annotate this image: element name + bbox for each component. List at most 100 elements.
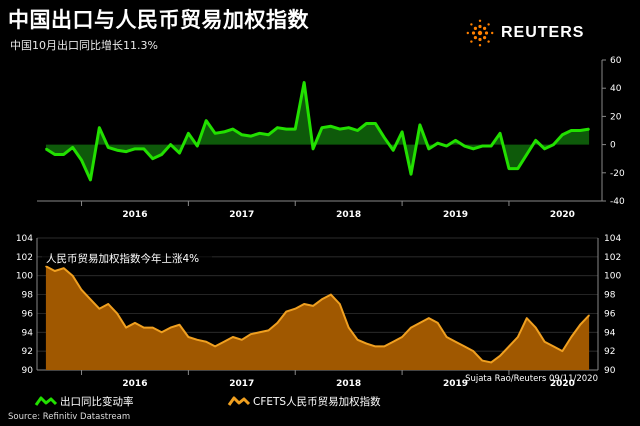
exports-point bbox=[445, 145, 448, 147]
cfets-point bbox=[534, 326, 537, 329]
cfets-point bbox=[579, 324, 581, 326]
annotation-backdrop bbox=[42, 250, 212, 266]
cfets-point bbox=[312, 305, 314, 307]
cfets-point bbox=[250, 333, 252, 335]
bottom-y-tick-label-left: 100 bbox=[16, 272, 33, 282]
cfets-point bbox=[178, 324, 181, 326]
exports-point bbox=[71, 146, 74, 149]
exports-point bbox=[490, 145, 492, 147]
cfets-point bbox=[561, 350, 564, 352]
cfets-point bbox=[241, 339, 243, 341]
top-x-tick-label: 2017 bbox=[229, 210, 254, 220]
cfets-point bbox=[517, 336, 519, 338]
exports-point bbox=[312, 148, 314, 150]
cfets-point bbox=[152, 326, 154, 329]
legend-swatch-exports bbox=[34, 396, 58, 406]
cfets-point bbox=[419, 322, 421, 324]
exports-point bbox=[330, 125, 332, 128]
cfets-point bbox=[508, 345, 510, 348]
cfets-point bbox=[134, 322, 136, 324]
cfets-point bbox=[258, 331, 261, 333]
exports-point bbox=[383, 136, 386, 139]
exports-point bbox=[107, 146, 110, 149]
bottom-y-tick-label-left: 94 bbox=[22, 328, 34, 338]
bottom-y-tick-label-left: 92 bbox=[22, 347, 33, 357]
chart-title: 中国出口与人民币贸易加权指数 bbox=[8, 8, 309, 32]
exports-point bbox=[392, 149, 394, 152]
bottom-y-tick-label-right: 96 bbox=[604, 309, 616, 319]
cfets-point bbox=[187, 336, 190, 338]
cfets-point bbox=[410, 326, 412, 329]
bottom-x-tick-label: 2020 bbox=[550, 379, 575, 389]
exports-point bbox=[151, 157, 154, 160]
legend-label-cfets: CFETS人民币贸易加权指数 bbox=[253, 395, 381, 408]
cfets-point bbox=[437, 322, 439, 324]
bottom-y-tick-label-right: 92 bbox=[604, 347, 615, 357]
exports-point bbox=[321, 126, 323, 129]
exports-point bbox=[463, 145, 466, 147]
cfets-point bbox=[526, 317, 528, 319]
exports-point bbox=[472, 148, 475, 150]
top-y-tick-label: 0 bbox=[610, 141, 616, 151]
cfets-point bbox=[445, 336, 448, 338]
cfets-point bbox=[89, 298, 92, 300]
cfets-point bbox=[71, 275, 74, 277]
exports-point bbox=[454, 139, 457, 142]
bottom-x-tick-label: 2019 bbox=[443, 379, 468, 389]
cfets-point bbox=[321, 298, 323, 300]
bottom-y-tick-label-right: 104 bbox=[604, 234, 621, 244]
exports-point bbox=[178, 152, 181, 154]
cfets-point bbox=[276, 322, 279, 324]
exports-point bbox=[561, 133, 564, 136]
exports-point bbox=[579, 129, 581, 132]
cfets-point bbox=[347, 326, 350, 329]
exports-point bbox=[347, 126, 350, 129]
cfets-series-line bbox=[45, 265, 590, 364]
exports-point bbox=[214, 132, 216, 135]
exports-point bbox=[338, 128, 341, 130]
exports-point bbox=[499, 132, 501, 135]
cfets-point bbox=[285, 310, 288, 313]
cfets-point bbox=[481, 359, 483, 362]
top-y-tick-label: -40 bbox=[610, 197, 625, 207]
exports-point bbox=[116, 149, 118, 152]
exports-point bbox=[517, 167, 519, 170]
cfets-point bbox=[125, 326, 127, 329]
legend-label-exports: 出口同比变动率 bbox=[60, 395, 134, 408]
bottom-y-tick-label-right: 90 bbox=[604, 366, 616, 376]
exports-point bbox=[588, 128, 590, 130]
exports-point bbox=[80, 159, 83, 161]
cfets-point bbox=[143, 326, 145, 329]
cfets-point bbox=[160, 331, 163, 333]
exports-point bbox=[276, 126, 279, 129]
reuters-brand: REUTERS bbox=[465, 18, 584, 48]
cfets-point bbox=[543, 341, 546, 343]
exports-point bbox=[45, 148, 47, 150]
cfets-point bbox=[196, 339, 198, 341]
exports-point bbox=[196, 145, 199, 147]
exports-point bbox=[285, 128, 288, 130]
top-x-tick-label: 2016 bbox=[122, 210, 147, 220]
cfets-point bbox=[392, 341, 394, 343]
exports-point bbox=[410, 173, 412, 176]
exports-point bbox=[356, 129, 359, 132]
bottom-y-tick-label-left: 102 bbox=[16, 253, 33, 263]
top-x-tick-label: 2018 bbox=[336, 210, 361, 220]
exports-point bbox=[169, 143, 172, 146]
top-y-tick-label: -20 bbox=[610, 169, 625, 179]
top-y-tick-label: 20 bbox=[610, 112, 622, 122]
exports-point bbox=[365, 122, 368, 125]
exports-point bbox=[508, 167, 510, 170]
cfets-point bbox=[428, 317, 430, 319]
cfets-point bbox=[80, 289, 83, 291]
bottom-y-tick-label-right: 102 bbox=[604, 253, 621, 263]
exports-point bbox=[401, 131, 403, 133]
bottom-x-tick-label: 2017 bbox=[229, 379, 254, 389]
cfets-point bbox=[232, 336, 234, 338]
cfets-point bbox=[490, 361, 492, 364]
exports-point bbox=[436, 142, 439, 144]
cfets-point bbox=[374, 345, 377, 348]
cfets-point bbox=[552, 345, 555, 348]
exports-point bbox=[232, 128, 234, 130]
bottom-y-tick-label-right: 100 bbox=[604, 272, 621, 282]
